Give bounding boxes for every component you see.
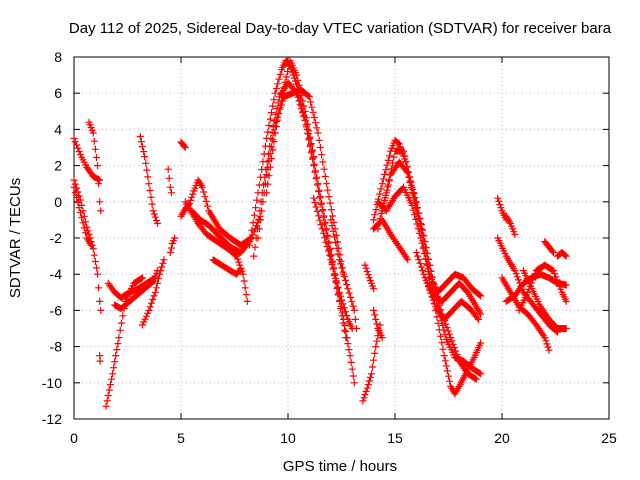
series-markers — [554, 249, 570, 260]
series-markers — [423, 279, 482, 323]
series-track-13 — [177, 138, 189, 151]
series-markers — [96, 352, 104, 365]
y-tick-label: -12 — [42, 411, 62, 427]
x-tick-label: 20 — [494, 430, 510, 446]
y-tick-label: -10 — [42, 375, 62, 391]
series-markers — [502, 212, 519, 238]
grid-lines — [74, 57, 609, 419]
series-track-26 — [370, 306, 386, 342]
x-tick-label: 15 — [387, 430, 403, 446]
series-markers — [188, 207, 253, 256]
series-track-10 — [136, 133, 161, 227]
series-markers — [370, 216, 412, 264]
series-markers — [494, 234, 562, 336]
series-track-41 — [541, 238, 557, 256]
x-axis-label: GPS time / hours — [283, 458, 397, 475]
y-tick-label: 6 — [54, 85, 62, 101]
series-markers — [310, 194, 356, 332]
series-track-17 — [209, 256, 245, 278]
series-track-40 — [519, 267, 570, 332]
series-markers — [209, 256, 245, 278]
series-markers — [164, 165, 175, 197]
series-markers — [70, 183, 95, 249]
y-tick-label: -4 — [50, 266, 63, 282]
series-track-42 — [554, 249, 570, 260]
series-markers — [136, 133, 161, 227]
series-markers — [327, 216, 360, 332]
y-tick-label: -6 — [50, 302, 63, 318]
axis-ticks: 0 5 10 15 20 25 -12 -10 -8 -6 -4 -2 0 2 4 6 8 — [42, 49, 617, 446]
series-markers — [361, 261, 378, 293]
plot-area — [70, 57, 570, 410]
series-markers — [263, 57, 318, 197]
series-markers — [85, 118, 105, 215]
y-tick-label: 4 — [54, 121, 62, 137]
y-tick-label: 2 — [54, 158, 62, 174]
series-markers — [177, 138, 189, 151]
series-markers — [541, 238, 557, 256]
series-track-11 — [164, 165, 175, 197]
y-tick-label: 8 — [54, 49, 62, 65]
series-track-21 — [263, 57, 318, 197]
series-track-30 — [374, 183, 485, 300]
series-markers — [139, 256, 168, 329]
series-markers — [370, 306, 386, 342]
series-markers — [498, 274, 553, 354]
series-track-36 — [494, 234, 562, 336]
series-track-08 — [111, 267, 161, 313]
series-track-05 — [96, 352, 104, 365]
series-track-01 — [70, 134, 104, 184]
series-track-16 — [188, 207, 253, 256]
series-markers — [70, 134, 104, 184]
series-track-20 — [254, 86, 348, 278]
series-track-22 — [310, 194, 356, 332]
series-markers — [519, 267, 570, 332]
series-markers — [166, 234, 179, 256]
y-axis-label: SDTVAR / TECUs — [7, 178, 24, 298]
x-tick-label: 0 — [70, 430, 78, 446]
series-markers — [374, 183, 485, 300]
chart-title: Day 112 of 2025, Sidereal Day-to-day VTE… — [69, 20, 612, 37]
x-tick-label: 5 — [177, 430, 185, 446]
y-tick-label: 0 — [54, 194, 62, 210]
series-track-03 — [70, 183, 95, 249]
series-track-33 — [423, 279, 482, 323]
series-track-35 — [502, 212, 519, 238]
series-track-23 — [327, 216, 360, 332]
series-track-37 — [498, 274, 553, 354]
series-track-28 — [374, 147, 485, 378]
series-markers — [111, 267, 161, 313]
series-markers — [254, 86, 348, 278]
series-track-09 — [139, 256, 168, 329]
y-tick-label: -2 — [50, 230, 63, 246]
series-track-04 — [85, 118, 105, 215]
series-track-25 — [361, 261, 378, 293]
series-track-12 — [166, 234, 179, 256]
x-tick-label: 10 — [280, 430, 296, 446]
y-tick-label: -8 — [50, 339, 63, 355]
series-track-31 — [370, 216, 412, 264]
series-markers — [374, 147, 485, 378]
x-tick-label: 25 — [601, 430, 617, 446]
